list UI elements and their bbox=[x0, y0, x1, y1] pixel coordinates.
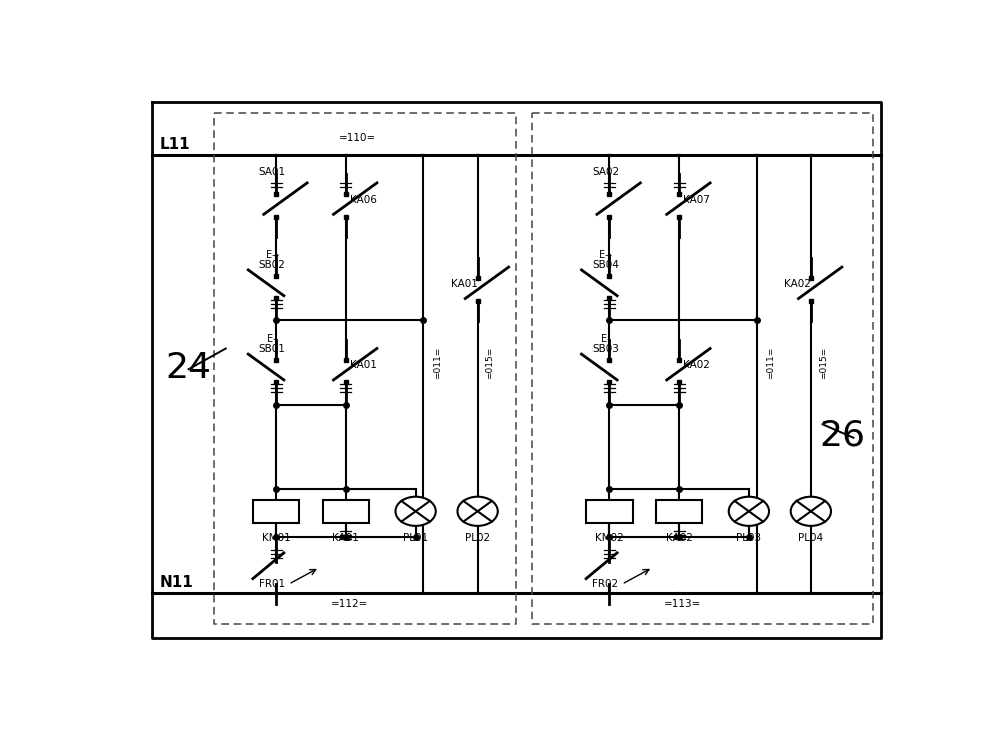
Text: KA01: KA01 bbox=[350, 360, 377, 370]
Text: PL04: PL04 bbox=[798, 533, 823, 542]
Text: =113=: =113= bbox=[664, 599, 702, 609]
Text: =011=: =011= bbox=[766, 346, 775, 378]
Text: PL03: PL03 bbox=[736, 533, 761, 542]
Text: E--: E-- bbox=[599, 250, 612, 260]
Text: KM02: KM02 bbox=[595, 533, 624, 542]
Text: E-: E- bbox=[601, 334, 610, 344]
Text: =011=: =011= bbox=[433, 346, 442, 378]
Text: SB02: SB02 bbox=[259, 260, 286, 270]
Text: 26: 26 bbox=[819, 418, 865, 453]
Text: =015=: =015= bbox=[819, 346, 828, 378]
Text: KA02: KA02 bbox=[683, 360, 710, 370]
Text: E--: E-- bbox=[266, 250, 279, 260]
Text: KA06: KA06 bbox=[350, 195, 377, 205]
Text: E-: E- bbox=[267, 334, 277, 344]
Text: =112=: =112= bbox=[331, 599, 368, 609]
Bar bbox=[656, 500, 702, 523]
Text: SB01: SB01 bbox=[259, 344, 286, 354]
Text: L11: L11 bbox=[160, 137, 190, 152]
Text: PL02: PL02 bbox=[465, 533, 490, 542]
Text: KA01: KA01 bbox=[451, 279, 477, 289]
Circle shape bbox=[457, 496, 498, 526]
Bar bbox=[586, 500, 633, 523]
Text: N11: N11 bbox=[160, 575, 194, 590]
Circle shape bbox=[395, 496, 436, 526]
Text: KA07: KA07 bbox=[683, 195, 710, 205]
Circle shape bbox=[729, 496, 769, 526]
Text: KA01: KA01 bbox=[332, 533, 359, 542]
Text: FR01: FR01 bbox=[259, 579, 285, 588]
Text: SB03: SB03 bbox=[592, 344, 619, 354]
Text: =015=: =015= bbox=[485, 346, 494, 378]
Bar bbox=[323, 500, 369, 523]
Text: FR02: FR02 bbox=[592, 579, 619, 588]
Bar bbox=[253, 500, 299, 523]
Text: KA02: KA02 bbox=[666, 533, 693, 542]
Text: 24: 24 bbox=[165, 351, 211, 385]
Text: SA01: SA01 bbox=[259, 167, 286, 177]
Text: SB04: SB04 bbox=[592, 260, 619, 270]
Text: KA02: KA02 bbox=[784, 279, 811, 289]
Text: SA02: SA02 bbox=[592, 167, 619, 177]
Circle shape bbox=[791, 496, 831, 526]
Text: KM01: KM01 bbox=[262, 533, 290, 542]
Text: PL01: PL01 bbox=[403, 533, 428, 542]
Text: =110=: =110= bbox=[339, 133, 376, 143]
